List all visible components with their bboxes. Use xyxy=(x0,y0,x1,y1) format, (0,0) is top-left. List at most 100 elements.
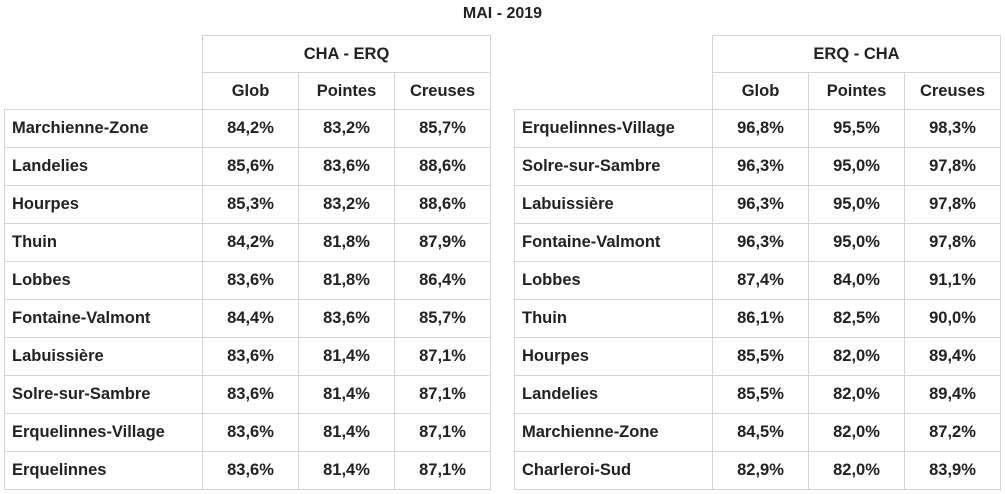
pointes-value: 84,0% xyxy=(808,261,905,300)
pointes-value: 81,4% xyxy=(298,375,395,414)
table-erq-cha: ERQ - CHA Glob Pointes Creuses Erquelinn… xyxy=(514,35,1001,490)
empty-corner xyxy=(515,73,713,110)
pointes-value: 83,2% xyxy=(298,185,395,224)
creuses-value: 90,0% xyxy=(904,299,1001,338)
pointes-value: 95,0% xyxy=(808,223,905,262)
pointes-value: 81,8% xyxy=(298,261,395,300)
table-row: Solre-sur-Sambre 83,6% 81,4% 87,1% xyxy=(4,375,491,414)
table-row: Marchienne-Zone 84,2% 83,2% 85,7% xyxy=(4,109,491,148)
station-name: Hourpes xyxy=(4,185,203,224)
station-name: Marchienne-Zone xyxy=(514,413,713,452)
glob-value: 84,4% xyxy=(202,299,299,338)
station-name: Thuin xyxy=(514,299,713,338)
table-cha-erq: CHA - ERQ Glob Pointes Creuses Marchienn… xyxy=(4,35,491,490)
table-row: Solre-sur-Sambre 96,3% 95,0% 97,8% xyxy=(514,147,1001,186)
pointes-value: 95,0% xyxy=(808,185,905,224)
station-name: Solre-sur-Sambre xyxy=(4,375,203,414)
pointes-value: 82,5% xyxy=(808,299,905,338)
glob-value: 96,8% xyxy=(712,109,809,148)
glob-value: 83,6% xyxy=(202,337,299,376)
pointes-value: 83,6% xyxy=(298,299,395,338)
table-row: Erquelinnes 83,6% 81,4% 87,1% xyxy=(4,451,491,490)
pointes-value: 95,5% xyxy=(808,109,905,148)
table-row: Lobbes 83,6% 81,8% 86,4% xyxy=(4,261,491,300)
empty-corner xyxy=(515,36,713,73)
pointes-value: 82,0% xyxy=(808,337,905,376)
creuses-value: 89,4% xyxy=(904,337,1001,376)
glob-value: 85,3% xyxy=(202,185,299,224)
glob-value: 85,6% xyxy=(202,147,299,186)
pointes-value: 95,0% xyxy=(808,147,905,186)
table-body: Erquelinnes-Village 96,8% 95,5% 98,3% Solre-… xyxy=(514,109,1001,490)
glob-value: 83,6% xyxy=(202,375,299,414)
glob-value: 84,2% xyxy=(202,109,299,148)
glob-value: 96,3% xyxy=(712,185,809,224)
glob-value: 83,6% xyxy=(202,451,299,490)
creuses-value: 86,4% xyxy=(394,261,491,300)
pointes-value: 82,0% xyxy=(808,375,905,414)
creuses-value: 97,8% xyxy=(904,223,1001,262)
glob-value: 84,5% xyxy=(712,413,809,452)
table-row: Hourpes 85,5% 82,0% 89,4% xyxy=(514,337,1001,376)
pointes-value: 82,0% xyxy=(808,413,905,452)
creuses-value: 85,7% xyxy=(394,299,491,338)
station-name: Landelies xyxy=(514,375,713,414)
column-header-creuses: Creuses xyxy=(394,72,491,110)
table-row: Landelies 85,6% 83,6% 88,6% xyxy=(4,147,491,186)
column-header-pointes: Pointes xyxy=(298,72,395,110)
pointes-value: 81,8% xyxy=(298,223,395,262)
table-row: Fontaine-Valmont 96,3% 95,0% 97,8% xyxy=(514,223,1001,262)
glob-value: 96,3% xyxy=(712,147,809,186)
group-header: CHA - ERQ xyxy=(202,35,491,73)
table-row: Erquelinnes-Village 96,8% 95,5% 98,3% xyxy=(514,109,1001,148)
page-title: MAI - 2019 xyxy=(462,5,543,22)
glob-value: 85,5% xyxy=(712,375,809,414)
creuses-value: 87,1% xyxy=(394,451,491,490)
station-name: Erquelinnes xyxy=(4,451,203,490)
group-header: ERQ - CHA xyxy=(712,35,1001,73)
creuses-value: 83,9% xyxy=(904,451,1001,490)
creuses-value: 97,8% xyxy=(904,147,1001,186)
table-row: Thuin 86,1% 82,5% 90,0% xyxy=(514,299,1001,338)
station-name: Fontaine-Valmont xyxy=(4,299,203,338)
station-name: Lobbes xyxy=(514,261,713,300)
pointes-value: 82,0% xyxy=(808,451,905,490)
pointes-value: 83,6% xyxy=(298,147,395,186)
pointes-value: 81,4% xyxy=(298,451,395,490)
glob-value: 83,6% xyxy=(202,261,299,300)
station-name: Hourpes xyxy=(514,337,713,376)
glob-value: 83,6% xyxy=(202,413,299,452)
table-row: Hourpes 85,3% 83,2% 88,6% xyxy=(4,185,491,224)
station-name: Marchienne-Zone xyxy=(4,109,203,148)
glob-value: 96,3% xyxy=(712,223,809,262)
station-name: Solre-sur-Sambre xyxy=(514,147,713,186)
column-header-glob: Glob xyxy=(712,72,809,110)
station-name: Charleroi-Sud xyxy=(514,451,713,490)
creuses-value: 97,8% xyxy=(904,185,1001,224)
table-row: Lobbes 87,4% 84,0% 91,1% xyxy=(514,261,1001,300)
pointes-value: 83,2% xyxy=(298,109,395,148)
glob-value: 86,1% xyxy=(712,299,809,338)
glob-value: 87,4% xyxy=(712,261,809,300)
table-row: Thuin 84,2% 81,8% 87,9% xyxy=(4,223,491,262)
table-row: Landelies 85,5% 82,0% 89,4% xyxy=(514,375,1001,414)
creuses-value: 87,9% xyxy=(394,223,491,262)
empty-corner xyxy=(5,73,203,110)
pointes-value: 81,4% xyxy=(298,337,395,376)
station-name: Erquelinnes-Village xyxy=(4,413,203,452)
station-name: Landelies xyxy=(4,147,203,186)
creuses-value: 87,1% xyxy=(394,375,491,414)
creuses-value: 88,6% xyxy=(394,185,491,224)
glob-value: 85,5% xyxy=(712,337,809,376)
table-row: Fontaine-Valmont 84,4% 83,6% 85,7% xyxy=(4,299,491,338)
table-row: Labuissière 96,3% 95,0% 97,8% xyxy=(514,185,1001,224)
column-header-glob: Glob xyxy=(202,72,299,110)
empty-corner xyxy=(5,36,203,73)
station-name: Labuissière xyxy=(514,185,713,224)
table-row: Charleroi-Sud 82,9% 82,0% 83,9% xyxy=(514,451,1001,490)
table-row: Labuissière 83,6% 81,4% 87,1% xyxy=(4,337,491,376)
creuses-value: 98,3% xyxy=(904,109,1001,148)
glob-value: 84,2% xyxy=(202,223,299,262)
creuses-value: 91,1% xyxy=(904,261,1001,300)
creuses-value: 89,4% xyxy=(904,375,1001,414)
